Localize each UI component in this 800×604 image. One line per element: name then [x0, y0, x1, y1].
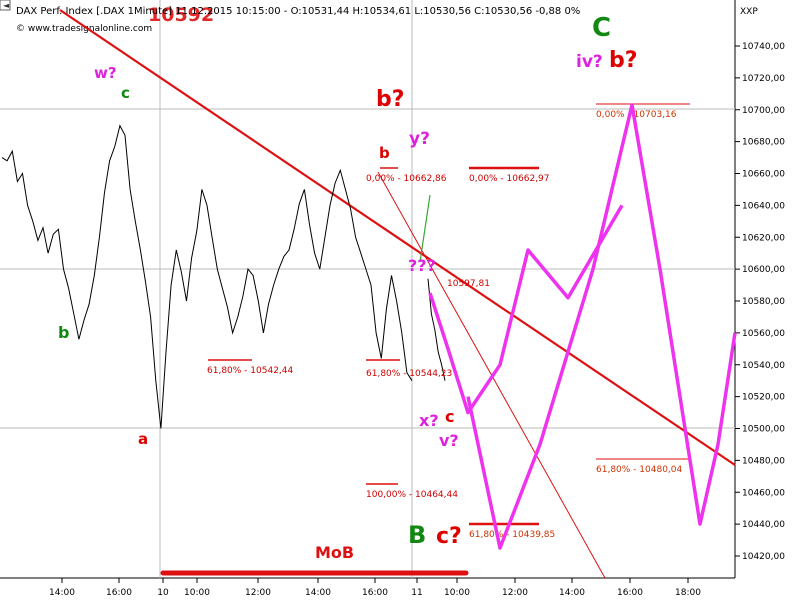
x-tick-label: 16:00 [106, 588, 132, 598]
fib-label-10464: 100,00% - 10464,44 [366, 490, 458, 500]
wave-y-label: y? [409, 129, 430, 149]
x-tick-label: 10:00 [184, 588, 210, 598]
wave-a-label: a [138, 430, 148, 448]
y-tick-label: 10640,00 [742, 201, 785, 211]
y-tick-label: 10700,00 [742, 106, 785, 116]
green-projection-line [419, 194, 431, 263]
wave-iv-label: iv? [576, 52, 603, 72]
y-tick-label: 10420,00 [742, 552, 785, 562]
fib-label-10662a: 0,00% - 10662,86 [366, 174, 447, 184]
x-tick-label: 10 [157, 588, 169, 598]
x-tick-label: 12:00 [245, 588, 271, 598]
price-series [1, 124, 413, 429]
collapse-button[interactable] [0, 0, 11, 11]
y-tick-label: 10540,00 [742, 361, 785, 371]
chart-header: DAX Perf. Index [.DAX 1Minute] 11.12.201… [16, 6, 580, 17]
x-tick-label: 14:00 [305, 588, 331, 598]
fib-label-10662b: 0,00% - 10662,97 [469, 174, 550, 184]
wave-v-label: v? [439, 431, 459, 450]
collapse-icon[interactable]: ◄ [3, 1, 10, 10]
fib-label-10542: 61,80% - 10542,44 [207, 366, 294, 376]
fib-label-10439: 61,80% - 10439,85 [469, 530, 555, 540]
fib-label-10703: 0,00% - 10703,16 [596, 110, 677, 120]
wave-b-top-label: b? [609, 48, 638, 73]
fib-label-10544: 61,80% - 10544,23 [366, 369, 452, 379]
fib-label-10480: 61,80% - 10480,04 [596, 465, 683, 475]
ghost-text: 10592 [148, 4, 214, 26]
watermark: © www.tradesignalonline.com [16, 24, 152, 34]
y-tick-label: 10720,00 [742, 74, 785, 84]
wave-projection-path-alt [466, 103, 737, 550]
y-tick-label: 10620,00 [742, 233, 785, 243]
wave-b-big-label: b? [376, 87, 405, 112]
y-tick-label: 10500,00 [742, 425, 785, 435]
y-tick-label: 10440,00 [742, 520, 785, 530]
wave-projection-path [428, 204, 624, 415]
corner-label: XXP [740, 7, 758, 17]
wave-c-small-label: c [445, 407, 454, 426]
x-tick-label: 18:00 [675, 588, 701, 598]
wave-b-low-label: b [58, 323, 69, 342]
x-tick-label: 16:00 [362, 588, 388, 598]
y-tick-label: 10580,00 [742, 297, 785, 307]
trend-value-label: 10597,81 [447, 279, 490, 289]
y-tick-label: 10460,00 [742, 488, 785, 498]
y-tick-label: 10480,00 [742, 456, 785, 466]
x-tick-label: 12:00 [502, 588, 528, 598]
wave-B-label: B [408, 521, 426, 549]
downtrend-line [59, 9, 736, 466]
y-tick-label: 10740,00 [742, 42, 785, 52]
x-tick-label: 11 [411, 588, 422, 598]
y-tick-label: 10560,00 [742, 329, 785, 339]
price-series-current [427, 278, 446, 381]
mob-label: MoB [315, 543, 354, 562]
wave-C-label: C [592, 13, 611, 43]
y-tick-label: 10600,00 [742, 265, 785, 275]
x-tick-label: 10:00 [444, 588, 470, 598]
y-tick-label: 10680,00 [742, 138, 785, 148]
wave-q-label: ??? [408, 256, 436, 275]
y-tick-label: 10660,00 [742, 170, 785, 180]
wave-w-label: w? [94, 64, 117, 82]
wave-c-big-label: c? [436, 524, 462, 549]
x-tick-label: 16:00 [617, 588, 643, 598]
x-axis-ticks: 14:00 16:00 10 10:00 12:00 14:00 16:00 11 10:00 1… [49, 578, 701, 598]
wave-x-label: x? [419, 411, 439, 430]
y-tick-label: 10520,00 [742, 393, 785, 403]
x-tick-label: 14:00 [49, 588, 75, 598]
wave-c-high-label: c [121, 84, 130, 102]
wave-b-mid-label: b [379, 144, 390, 162]
x-tick-label: 14:00 [559, 588, 585, 598]
y-axis-ticks: 10420,00 10440,00 10460,00 10480,00 10500,00… [735, 42, 785, 562]
